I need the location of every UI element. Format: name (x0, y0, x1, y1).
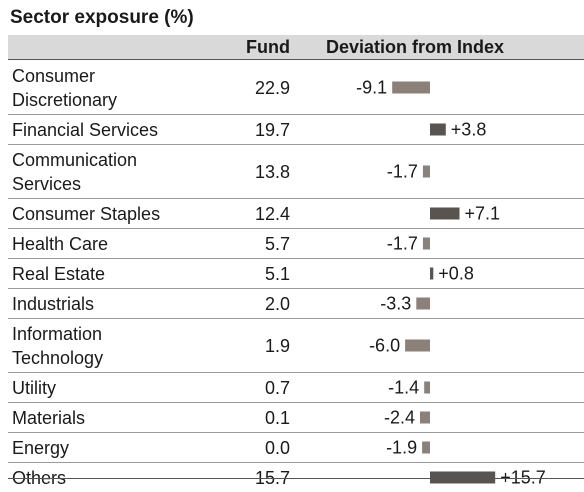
row-divider (8, 228, 584, 229)
sector-name-line: Technology (12, 347, 104, 368)
deviation-label: -1.7 (387, 234, 418, 254)
fund-value: 13.8 (254, 161, 290, 182)
row-divider (8, 288, 584, 289)
fund-value: 5.7 (264, 233, 290, 254)
fund-value: 22.9 (254, 77, 290, 98)
row-divider (8, 198, 584, 199)
fund-value: 5.1 (264, 263, 290, 284)
row-divider (8, 402, 584, 403)
fund-value: 0.1 (264, 407, 290, 428)
deviation-bar (422, 237, 430, 250)
deviation-column-header: Deviation from Index (326, 37, 505, 57)
deviation-label: +15.7 (500, 468, 546, 488)
deviation-bar (416, 297, 430, 310)
deviation-bar (422, 441, 430, 454)
sector-name: Materials (12, 406, 232, 430)
fund-value: 0.0 (264, 437, 290, 458)
deviation-label: -1.4 (388, 378, 419, 398)
sector-name: Information Technology (12, 322, 232, 370)
deviation-bar (430, 207, 460, 220)
deviation-bar (392, 81, 430, 94)
deviation-bar (420, 411, 430, 424)
sector-name-line: Consumer (12, 65, 96, 86)
deviation-bar (422, 165, 430, 178)
deviation-label: -6.0 (369, 336, 400, 356)
deviation-label: -9.1 (356, 78, 387, 98)
deviation-label: -1.7 (387, 162, 418, 182)
row-divider (8, 318, 584, 319)
sector-name: Industrials (12, 292, 232, 316)
sector-name-line: Real Estate (12, 263, 106, 284)
fund-value: 15.7 (254, 467, 290, 488)
sector-name: Utility (12, 376, 232, 400)
sector-name: Health Care (12, 232, 232, 256)
sector-name: Financial Services (12, 118, 232, 142)
deviation-label: +7.1 (465, 204, 501, 224)
header-rule (8, 59, 584, 60)
fund-value: 0.7 (264, 377, 290, 398)
sector-name-line: Consumer Staples (12, 203, 161, 224)
row-divider (8, 432, 584, 433)
sector-name-line: Others (12, 467, 67, 488)
header-band (8, 35, 584, 59)
sector-name: Consumer Staples (12, 202, 232, 226)
row-divider (8, 372, 584, 373)
sector-name-line: Discretionary (12, 89, 118, 110)
sector-name: Consumer Discretionary (12, 64, 232, 112)
fund-value: 12.4 (254, 203, 290, 224)
sector-name: Real Estate (12, 262, 232, 286)
fund-column-header: Fund (246, 37, 290, 57)
fund-value: 2.0 (264, 293, 290, 314)
table-bottom-rule (8, 478, 584, 479)
deviation-label: -1.9 (386, 438, 417, 458)
fund-value: 1.9 (264, 335, 290, 356)
deviation-bar (424, 381, 430, 394)
deviation-bar (430, 471, 496, 484)
row-divider (8, 462, 584, 463)
sector-name: Energy (12, 436, 232, 460)
deviation-label: -2.4 (384, 408, 415, 428)
sector-name: Communication Services (12, 148, 232, 196)
sector-name-line: Utility (12, 377, 56, 398)
deviation-label: +3.8 (451, 120, 487, 140)
deviation-bar (405, 339, 430, 352)
row-divider (8, 258, 584, 259)
row-divider (8, 144, 584, 145)
deviation-label: +0.8 (438, 264, 474, 284)
deviation-label: -3.3 (380, 294, 411, 314)
chart-title: Sector exposure (%) (10, 7, 194, 28)
deviation-bar (430, 123, 446, 136)
sector-name-line: Financial Services (12, 119, 159, 140)
sector-name-line: Energy (12, 437, 70, 458)
sector-name-line: Materials (12, 407, 86, 428)
sector-name-line: Industrials (12, 293, 95, 314)
deviation-bar (430, 267, 434, 280)
sector-name-line: Health Care (12, 233, 109, 254)
row-divider (8, 114, 584, 115)
sector-name-line: Communication (12, 149, 138, 170)
sector-name-line: Services (12, 173, 82, 194)
sector-name-line: Information (12, 323, 103, 344)
sector-name: Others (12, 466, 232, 490)
fund-value: 19.7 (254, 119, 290, 140)
